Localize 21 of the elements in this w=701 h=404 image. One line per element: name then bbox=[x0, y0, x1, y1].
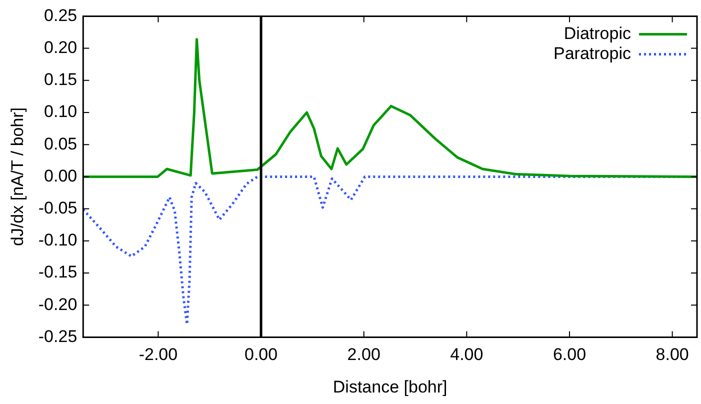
x-axis-title: Distance [bohr] bbox=[332, 377, 448, 396]
y-tick-label: -0.15 bbox=[38, 262, 78, 282]
y-tick-label: -0.05 bbox=[38, 198, 78, 218]
y-tick-label: 0.15 bbox=[44, 70, 78, 90]
y-tick-label: -0.20 bbox=[38, 294, 78, 314]
y-tick-label: 0.00 bbox=[44, 166, 78, 186]
x-tick-label: 8.00 bbox=[656, 345, 689, 364]
x-tick-label: 2.00 bbox=[347, 345, 380, 364]
legend-label: Paratropic bbox=[554, 44, 632, 63]
x-tick-label: 0.00 bbox=[244, 345, 278, 364]
x-tick-label: 6.00 bbox=[552, 345, 586, 364]
legend-label: Diatropic bbox=[564, 24, 632, 43]
y-axis-title: dJ/dx [nA/T / bohr] bbox=[8, 107, 27, 246]
x-tick-label: 4.00 bbox=[450, 345, 484, 364]
y-tick-label: -0.10 bbox=[38, 230, 78, 250]
y-tick-label: 0.05 bbox=[44, 134, 78, 154]
y-tick-label: 0.10 bbox=[44, 102, 78, 122]
y-tick-label: -0.25 bbox=[38, 326, 78, 346]
y-tick-label: 0.20 bbox=[44, 38, 78, 57]
y-tick-label: 0.25 bbox=[44, 6, 78, 25]
x-tick-label: -2.00 bbox=[138, 345, 178, 364]
